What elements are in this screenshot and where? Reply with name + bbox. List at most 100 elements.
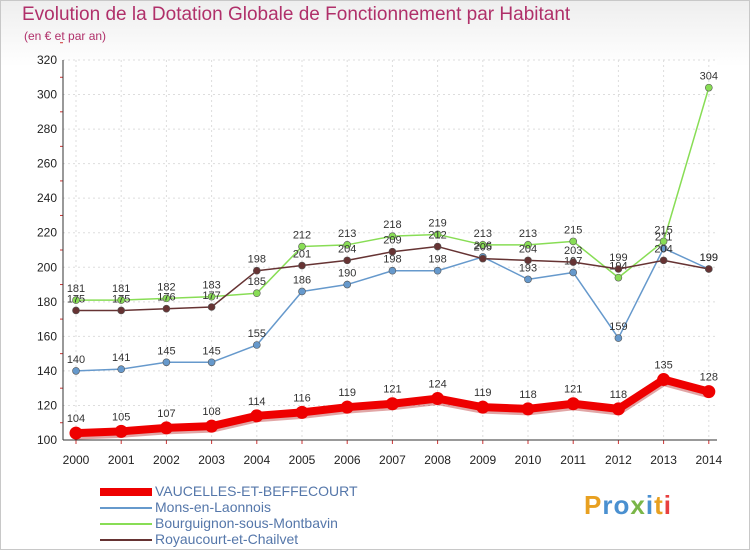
data-label: 135 xyxy=(654,360,672,372)
data-point xyxy=(614,334,623,342)
data-point xyxy=(614,265,623,273)
data-point xyxy=(388,247,397,256)
data-point xyxy=(343,241,352,249)
y-tick-label: 260 xyxy=(37,157,57,171)
x-tick-label: 2014 xyxy=(695,453,722,467)
legend-label: Mons-en-Laonnois xyxy=(155,499,271,515)
data-label: 105 xyxy=(112,411,130,423)
data-label: 198 xyxy=(248,254,266,266)
data-label: 181 xyxy=(112,283,130,295)
data-point xyxy=(388,232,397,240)
data-point xyxy=(704,83,713,92)
x-tick-label: 2011 xyxy=(560,453,586,467)
y-tick-label: 120 xyxy=(37,398,57,412)
data-label: 121 xyxy=(383,384,401,396)
data-label: 204 xyxy=(654,243,672,255)
data-label: 116 xyxy=(293,392,311,404)
chart-subtitle: (en € et par an) xyxy=(24,29,107,43)
y-tick-label: 240 xyxy=(37,191,57,205)
data-point xyxy=(659,256,668,265)
data-label: 204 xyxy=(338,243,356,255)
data-point xyxy=(566,397,580,411)
data-point xyxy=(69,426,83,440)
data-point xyxy=(207,358,216,367)
x-tick-label: 2012 xyxy=(605,453,632,467)
data-point xyxy=(702,385,716,399)
data-label: 205 xyxy=(474,242,492,254)
data-label: 201 xyxy=(293,249,311,261)
y-tick-label: 280 xyxy=(37,122,57,136)
data-point xyxy=(657,373,671,387)
data-label: 107 xyxy=(157,408,175,420)
data-point xyxy=(614,273,623,282)
data-label: 145 xyxy=(202,345,220,357)
y-tick-label: 200 xyxy=(37,260,57,274)
x-tick-label: 2010 xyxy=(515,453,542,467)
data-point xyxy=(569,268,578,277)
data-label: 140 xyxy=(67,354,85,366)
data-point xyxy=(476,400,490,414)
data-point xyxy=(298,242,306,251)
data-point xyxy=(295,405,309,419)
x-tick-label: 2006 xyxy=(334,453,361,467)
data-point xyxy=(298,261,306,270)
data-point xyxy=(478,254,487,263)
data-point xyxy=(343,256,352,265)
data-label: 108 xyxy=(202,406,220,418)
data-point xyxy=(162,358,171,367)
data-label: 198 xyxy=(383,254,401,266)
y-tick-label: 100 xyxy=(37,433,57,447)
data-label: 212 xyxy=(428,230,446,242)
data-label: 199 xyxy=(700,252,718,264)
data-label: 145 xyxy=(157,345,175,357)
data-point xyxy=(162,294,171,303)
x-tick-label: 2000 xyxy=(63,453,90,467)
data-label: 119 xyxy=(338,387,356,399)
data-label: 183 xyxy=(202,280,220,292)
x-tick-label: 2007 xyxy=(379,453,406,467)
legend-label: VAUCELLES-ET-BEFFECOURT xyxy=(155,483,358,499)
data-point xyxy=(478,241,487,249)
legend-item: Mons-en-Laonnois xyxy=(100,499,400,516)
data-label: 186 xyxy=(293,274,311,286)
data-point xyxy=(524,256,532,265)
x-tick-label: 2001 xyxy=(108,453,135,467)
legend-label: Royaucourt-et-Chailvet xyxy=(155,531,299,547)
legend-swatch xyxy=(100,507,152,509)
data-point xyxy=(205,419,219,433)
data-point xyxy=(72,296,80,304)
x-tick-label: 2003 xyxy=(198,453,225,467)
data-label: 304 xyxy=(700,71,718,83)
data-point xyxy=(433,266,442,275)
data-point xyxy=(72,367,80,375)
chart-title: Evolution de la Dotation Globale de Fonc… xyxy=(22,4,571,25)
legend-item: Royaucourt-et-Chailvet xyxy=(100,531,400,548)
data-label: 215 xyxy=(564,224,582,236)
data-label: 212 xyxy=(293,230,311,242)
data-label: 114 xyxy=(248,396,266,408)
data-label: 128 xyxy=(700,372,718,384)
data-label: 185 xyxy=(248,276,266,288)
legend-item: Bourguignon-sous-Montbavin xyxy=(100,515,400,532)
legend-swatch xyxy=(100,539,152,541)
data-point xyxy=(159,421,173,435)
x-tick-label: 2013 xyxy=(650,453,677,467)
data-point xyxy=(521,402,535,416)
y-tick-label: 220 xyxy=(37,226,57,240)
x-tick-label: 2008 xyxy=(424,453,451,467)
data-label: 124 xyxy=(428,379,446,391)
data-label: 182 xyxy=(157,281,175,293)
line-chart: 100 120 140 160 180 200 220 240 260 280 300 320 2000… xyxy=(37,42,722,467)
data-point xyxy=(524,241,532,249)
data-label: 209 xyxy=(383,235,401,247)
data-point xyxy=(72,306,80,315)
data-point xyxy=(433,242,442,251)
data-label: 176 xyxy=(157,292,175,304)
data-label: 141 xyxy=(112,352,130,364)
data-point xyxy=(524,275,532,284)
data-point xyxy=(162,304,171,313)
data-label: 193 xyxy=(519,262,537,274)
data-label: 204 xyxy=(519,243,537,255)
y-tick-label: 300 xyxy=(37,88,57,102)
x-tick-label: 2002 xyxy=(153,453,180,467)
